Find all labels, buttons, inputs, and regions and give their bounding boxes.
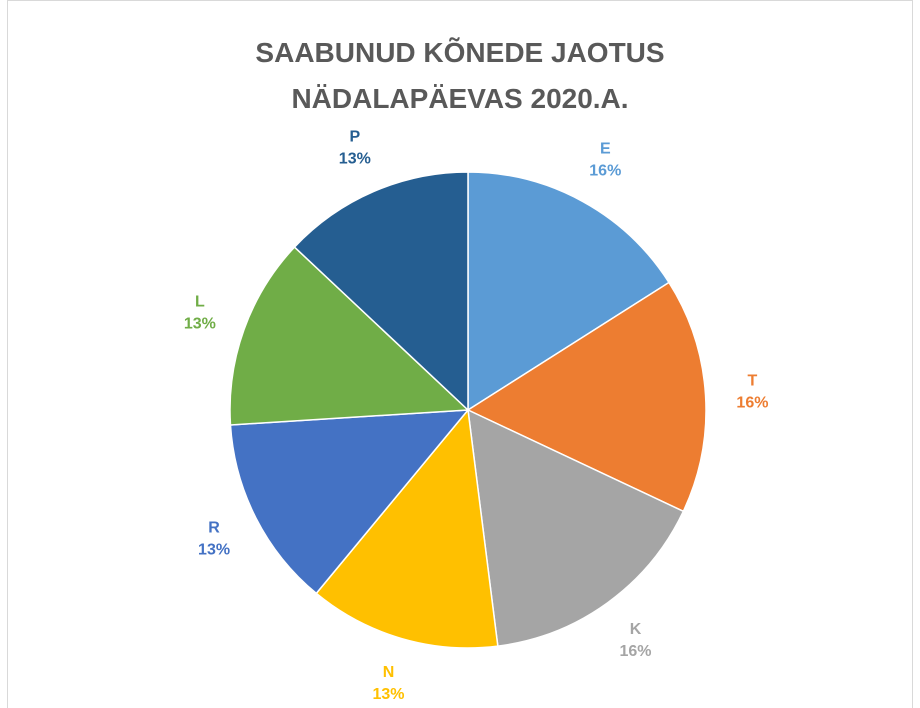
slice-category-label: T [748, 372, 758, 389]
pie-slice [466, 281, 707, 513]
slice-value-label: 16% [589, 162, 621, 179]
pie-slice [229, 246, 470, 426]
slice-category-label: E [600, 140, 611, 157]
pie-slice [293, 171, 469, 412]
slice-value-label: 16% [620, 643, 652, 660]
slice-value-label: 13% [339, 151, 371, 168]
slice-value-label: 13% [372, 686, 404, 703]
slice-value-label: 13% [184, 316, 216, 333]
pie-slice [229, 409, 470, 595]
pie-slice [315, 408, 499, 649]
chart-title: SAABUNUD KÕNEDE JAOTUS NÄDALAPÄEVAS 2020… [255, 37, 665, 114]
slice-category-label: N [383, 664, 395, 681]
slice-category-label: K [630, 621, 642, 638]
pie-slice [467, 408, 685, 647]
slice-category-label: P [349, 129, 360, 146]
slice-category-label: L [195, 294, 205, 311]
pie-slice [467, 171, 670, 412]
slice-value-label: 16% [736, 394, 768, 411]
chart-border [7, 0, 913, 708]
slice-value-label: 13% [198, 542, 230, 559]
slice-category-label: R [208, 520, 220, 537]
